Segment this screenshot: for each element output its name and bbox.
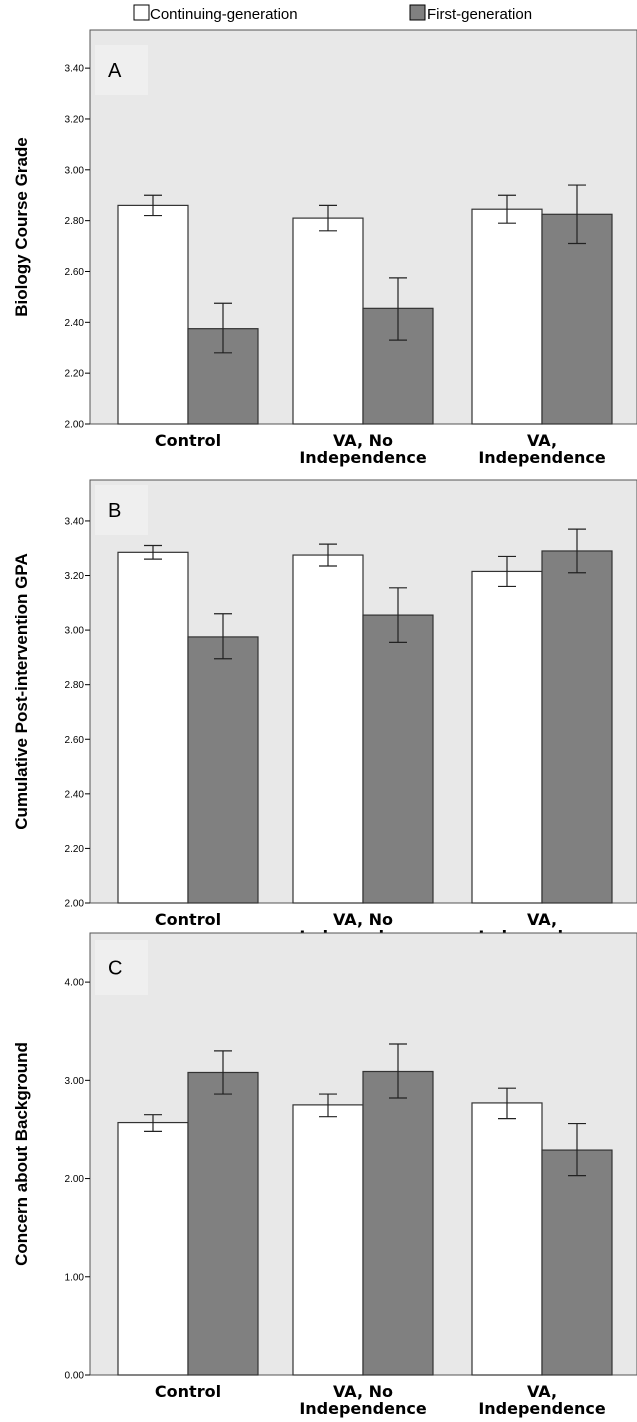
legend-label-first: First-generation — [427, 6, 532, 23]
panel-label: B — [108, 500, 121, 522]
x-category-label: Independence — [299, 448, 427, 467]
bar-first-1 — [362, 614, 434, 904]
chart-panel-a: A 2.00 2.20 2.40 2.60 2.80 3.00 3.20 3.40 Biology… — [12, 29, 637, 467]
y-axis-label: Biology Course Grade — [12, 137, 31, 316]
y-tick-label: 3.20 — [65, 114, 85, 125]
y-tick-label: 2.00 — [65, 899, 85, 910]
y-tick-label: 1.00 — [65, 1272, 85, 1283]
y-tick-label: 3.00 — [65, 165, 85, 176]
panel-label: A — [108, 60, 122, 82]
y-tick-label: 4.00 — [65, 978, 85, 989]
y-tick-label: 2.20 — [65, 369, 85, 380]
y-tick-label: 3.40 — [65, 64, 85, 75]
bar-continuing-2 — [471, 1102, 543, 1376]
y-tick-label: 2.00 — [65, 420, 85, 431]
x-category-label: VA, No — [333, 1382, 393, 1401]
bar-continuing-2 — [471, 570, 543, 904]
y-tick-label: 2.80 — [65, 680, 85, 691]
bar-first-0 — [187, 328, 259, 425]
bar-first-1 — [362, 1070, 434, 1376]
bar-first-2 — [541, 1149, 613, 1376]
legend-swatch-continuing — [133, 4, 150, 21]
panel-label-box — [95, 45, 148, 95]
bar-first-2 — [541, 213, 613, 425]
bar-first-0 — [187, 636, 259, 904]
chart-panel-b: B 2.00 2.20 2.40 2.60 2.80 3.00 3.20 3.40 Cumulat… — [12, 479, 637, 946]
legend: Continuing-generation First-generation — [133, 4, 532, 23]
y-tick-label: 2.40 — [65, 789, 85, 800]
y-tick-label: 2.60 — [65, 267, 85, 278]
panel-label-box — [95, 940, 148, 995]
y-axis-label: Concern about Background — [12, 1042, 31, 1266]
panel-label: C — [108, 958, 122, 980]
legend-label-continuing: Continuing-generation — [150, 6, 298, 23]
x-category-label: Independence — [478, 448, 606, 467]
x-category-label: Control — [155, 431, 221, 450]
x-category-label: VA, — [527, 910, 557, 929]
legend-swatch-first — [409, 4, 426, 21]
y-axis-label: Cumulative Post-intervention GPA — [12, 553, 31, 829]
x-category-label: Independence — [478, 1399, 606, 1418]
y-tick-label: 2.40 — [65, 318, 85, 329]
y-tick-label: 2.20 — [65, 844, 85, 855]
x-category-label: Independence — [299, 1399, 427, 1418]
bar-continuing-1 — [292, 1104, 364, 1376]
x-category-label: VA, — [527, 431, 557, 450]
y-tick-label: 2.80 — [65, 216, 85, 227]
bar-continuing-1 — [292, 554, 364, 904]
x-category-label: VA, No — [333, 910, 393, 929]
y-tick-label: 2.00 — [65, 1174, 85, 1185]
x-category-label: Control — [155, 1382, 221, 1401]
x-category-label: VA, No — [333, 431, 393, 450]
y-tick-label: 3.20 — [65, 571, 85, 582]
chart-panel-c: C 0.00 1.00 2.00 3.00 4.00 Concern about Backg… — [12, 932, 637, 1418]
panel-label-box — [95, 485, 148, 535]
y-tick-label: 2.60 — [65, 735, 85, 746]
y-tick-label: 3.00 — [65, 1076, 85, 1087]
bar-first-0 — [187, 1071, 259, 1376]
bar-continuing-1 — [292, 217, 364, 425]
bar-first-2 — [541, 550, 613, 904]
bar-continuing-2 — [471, 208, 543, 425]
x-category-label: VA, — [527, 1382, 557, 1401]
bar-continuing-0 — [117, 204, 189, 425]
y-tick-label: 0.00 — [65, 1371, 85, 1382]
x-category-label: Control — [155, 910, 221, 929]
y-tick-label: 3.40 — [65, 516, 85, 527]
bar-continuing-0 — [117, 1121, 189, 1376]
y-tick-label: 3.00 — [65, 626, 85, 637]
bar-continuing-0 — [117, 551, 189, 904]
